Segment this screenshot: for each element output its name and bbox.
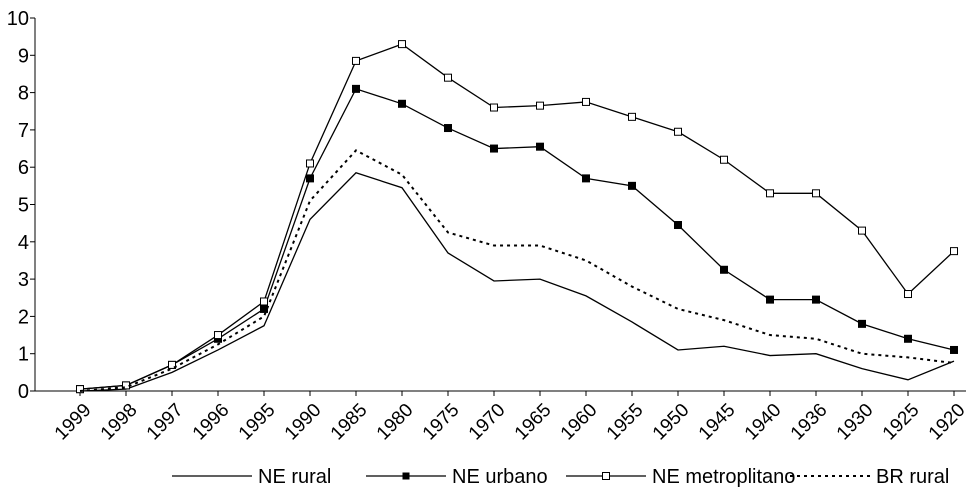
marker (812, 189, 820, 198)
marker (674, 221, 682, 230)
marker (628, 112, 636, 121)
marker (858, 319, 866, 328)
series-line (79, 88, 955, 390)
marker (904, 334, 912, 343)
marker (306, 174, 314, 183)
legend-item: NE metroplitano (566, 466, 795, 488)
x-tick-label: 1990 (281, 400, 326, 445)
marker (904, 290, 912, 299)
y-tick-label: 6 (18, 157, 29, 179)
marker (490, 144, 498, 153)
marker (168, 360, 176, 369)
y-tick-label: 7 (18, 120, 29, 142)
y-tick-label: 9 (18, 45, 29, 67)
marker (76, 385, 84, 394)
legend-label: NE urbano (452, 466, 548, 488)
y-tick-label: 4 (18, 232, 29, 254)
series-line (79, 43, 955, 390)
x-tick-label: 1995 (235, 400, 280, 445)
y-tick-label: 5 (18, 195, 29, 217)
x-tick-label: 1985 (327, 400, 372, 445)
marker (536, 142, 544, 151)
legend-label: NE metroplitano (652, 466, 795, 488)
y-tick-label: 0 (18, 381, 29, 403)
legend-item: NE rural (172, 466, 331, 488)
x-tick-label: 1999 (51, 400, 96, 445)
x-tick-label: 1930 (833, 400, 878, 445)
marker (260, 297, 268, 306)
marker (582, 97, 590, 106)
y-tick-label: 10 (7, 8, 29, 30)
marker (628, 181, 636, 190)
marker (306, 159, 314, 168)
marker (352, 84, 360, 93)
y-tick-label: 8 (18, 83, 29, 105)
marker (260, 304, 268, 313)
marker (398, 99, 406, 108)
legend-marker (402, 472, 410, 480)
y-tick-label: 3 (18, 269, 29, 291)
marker (398, 40, 406, 49)
x-tick-label: 1936 (787, 400, 832, 445)
marker (950, 345, 958, 354)
marker (858, 226, 866, 235)
x-tick-label: 1945 (695, 400, 740, 445)
marker (720, 265, 728, 274)
marker (444, 73, 452, 82)
marker (490, 103, 498, 112)
x-tick-label: 1920 (925, 400, 968, 445)
marker (812, 295, 820, 304)
series-line (79, 172, 955, 392)
x-tick-label: 1965 (511, 400, 556, 445)
x-tick-label: 1998 (97, 400, 142, 445)
y-tick-label: 1 (18, 344, 29, 366)
legend-marker (602, 472, 610, 480)
marker (674, 127, 682, 136)
marker (766, 295, 774, 304)
legend-item: BR rural (790, 466, 949, 488)
legend-item: NE urbano (366, 466, 548, 488)
x-tick-label: 1980 (373, 400, 418, 445)
x-tick-label: 1960 (557, 400, 602, 445)
marker (536, 101, 544, 110)
marker (214, 331, 222, 340)
x-tick-label: 1950 (649, 400, 694, 445)
x-tick-label: 1997 (143, 400, 188, 445)
marker (444, 124, 452, 133)
x-tick-label: 1970 (465, 400, 510, 445)
x-tick-label: 1955 (603, 400, 648, 445)
legend-label: BR rural (876, 466, 949, 488)
marker (582, 174, 590, 183)
marker (720, 155, 728, 164)
series-line (79, 149, 955, 392)
marker (352, 56, 360, 65)
marker (950, 247, 958, 256)
x-tick-label: 1940 (741, 400, 786, 445)
y-tick-label: 2 (18, 306, 29, 328)
legend-label: NE rural (258, 466, 331, 488)
x-tick-label: 1996 (189, 400, 234, 445)
x-tick-label: 1975 (419, 400, 464, 445)
x-tick-label: 1925 (879, 400, 924, 445)
marker (766, 189, 774, 198)
